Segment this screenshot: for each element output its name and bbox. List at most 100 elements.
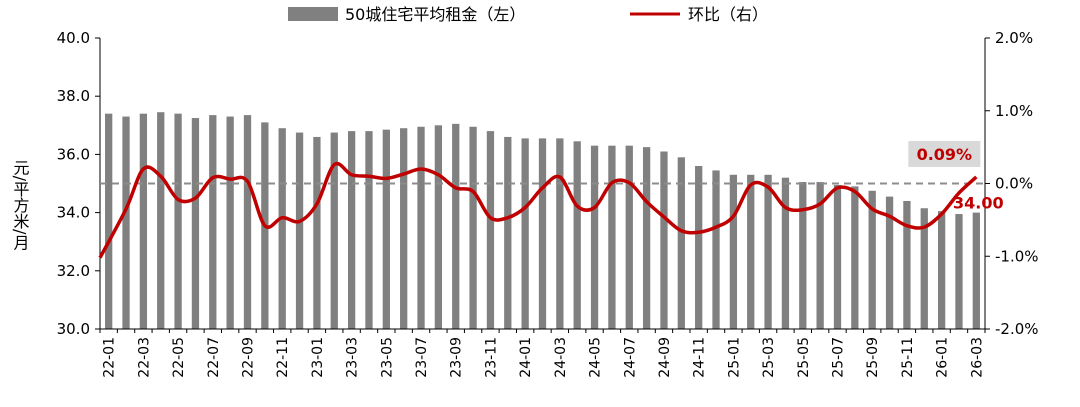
x-tick-label: 22-07 (206, 337, 222, 378)
x-tick-label: 26-03 (969, 337, 985, 378)
bar-24-04 (573, 141, 581, 329)
bar-series (105, 112, 980, 330)
bar-25-04 (781, 177, 790, 329)
bar-23-12 (504, 136, 512, 329)
bar-23-05 (382, 129, 390, 329)
bar-24-12 (712, 170, 720, 329)
bar-23-01 (313, 136, 321, 329)
mom-annotation-box (908, 140, 981, 167)
bar-26-01 (937, 211, 946, 329)
mom-annotation-label: 0.09% (917, 145, 973, 164)
bar-23-04 (365, 131, 373, 329)
bar-22-08 (226, 116, 234, 329)
bar-24-08 (642, 147, 651, 329)
y-right-tick-label: 0.0% (995, 175, 1033, 193)
x-tick-label: 25-01 (726, 337, 742, 378)
y-right-tick-label: 2.0% (995, 29, 1033, 47)
mom-line (98, 161, 978, 259)
bar-23-09 (452, 123, 460, 329)
x-tick-label: 24-11 (692, 337, 708, 378)
bar-26-02 (955, 214, 963, 329)
bar-23-11 (486, 131, 495, 329)
bar-25-02 (747, 174, 755, 329)
y-right-tick-label: 1.0% (995, 102, 1033, 120)
y-left-tick-label: 40.0 (57, 29, 90, 47)
x-tick-label: 22-09 (241, 337, 257, 378)
x-tick-label: 25-07 (831, 337, 847, 378)
bar-22-04 (157, 112, 165, 329)
x-tick-label: 23-09 (449, 337, 465, 378)
x-tick-label: 25-09 (865, 337, 881, 378)
legend-bar-label: 50城住宅平均租金（左） (345, 5, 525, 24)
x-tick-label: 23-01 (310, 337, 326, 378)
bar-24-06 (608, 145, 616, 329)
x-tick-label: 23-05 (379, 337, 395, 378)
y-left-tick-label: 34.0 (57, 204, 90, 222)
bar-23-06 (400, 128, 408, 329)
bar-25-01 (729, 174, 738, 329)
y-right-tick-label: -2.0% (995, 320, 1039, 338)
x-tick-label: 24-07 (622, 337, 638, 378)
bar-26-03 (972, 212, 980, 329)
bar-24-01 (521, 138, 529, 329)
bar-24-11 (695, 166, 703, 329)
line-series (98, 161, 978, 259)
x-tick-label: 24-09 (657, 337, 673, 378)
bar-23-08 (434, 125, 443, 329)
x-tick-label: 23-11 (483, 337, 499, 378)
x-tick-label: 26-01 (935, 337, 951, 378)
axes: 30.0 32.0 34.0 36.0 38.0 40.0 -2.0% -1.0% 0.0% 1.… (57, 29, 1039, 378)
bar-25-09 (868, 190, 876, 329)
bar-24-02 (538, 138, 547, 329)
x-tick-label: 25-11 (900, 337, 916, 378)
bar-25-08 (851, 186, 859, 329)
bar-22-05 (174, 113, 182, 329)
x-tick-label: 24-01 (518, 337, 534, 378)
y-axis-label: 元/平方米/月 (11, 160, 30, 252)
legend: 50城住宅平均租金（左） 环比（右） (288, 5, 768, 24)
bar-22-09 (243, 115, 252, 330)
bar-22-06 (191, 118, 200, 330)
bar-22-03 (139, 113, 148, 329)
bar-25-12 (920, 208, 928, 329)
bar-24-09 (660, 151, 668, 329)
x-tick-label: 25-03 (761, 337, 777, 378)
rent-annotation-label: 34.00 (953, 194, 1004, 213)
bar-23-10 (469, 126, 477, 329)
bar-24-03 (556, 138, 564, 329)
legend-line-label: 环比（右） (688, 5, 768, 24)
bar-25-06 (816, 182, 824, 329)
bar-23-03 (347, 131, 356, 329)
x-tick-label: 24-03 (553, 337, 569, 378)
x-tick-label: 22-03 (136, 337, 152, 378)
bar-25-11 (903, 200, 911, 329)
x-tick-label: 24-05 (588, 337, 604, 378)
bar-23-07 (417, 126, 425, 329)
x-tick-label: 25-05 (796, 337, 812, 378)
bar-25-10 (885, 196, 894, 329)
y-left-tick-label: 36.0 (57, 145, 90, 163)
bar-24-05 (590, 145, 599, 329)
x-tick-label: 22-01 (102, 337, 118, 378)
y-left-tick-label: 32.0 (57, 262, 90, 280)
bar-22-12 (295, 132, 304, 329)
legend-bar-swatch (288, 7, 338, 21)
bar-22-01 (105, 113, 113, 329)
y-left-tick-label: 38.0 (57, 87, 90, 105)
x-tick-label: 23-07 (414, 337, 430, 378)
y-left-tick-label: 30.0 (57, 320, 90, 338)
bar-22-07 (209, 115, 217, 330)
x-tick-label: 22-11 (275, 337, 291, 378)
bar-23-02 (330, 132, 338, 329)
bar-25-07 (833, 184, 842, 329)
y-right-tick-label: -1.0% (995, 247, 1039, 265)
bar-22-02 (122, 116, 130, 329)
annotations: 0.09% 34.00 (908, 140, 1004, 213)
bar-22-11 (278, 128, 286, 329)
bar-25-05 (799, 182, 807, 329)
bar-25-03 (764, 174, 772, 329)
x-tick-label: 23-03 (345, 337, 361, 378)
x-tick-label: 22-05 (171, 337, 187, 378)
bar-24-07 (625, 145, 633, 329)
